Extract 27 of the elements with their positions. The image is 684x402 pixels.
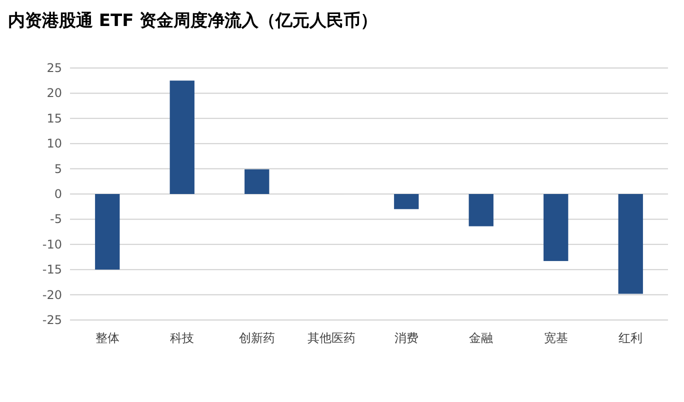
- y-tick-label: -10: [42, 237, 62, 252]
- x-tick-label: 金融: [469, 331, 494, 345]
- x-tick-label: 科技: [170, 331, 194, 345]
- bar: [170, 80, 194, 194]
- x-tick-label: 消费: [394, 331, 418, 345]
- y-tick-label: 20: [46, 86, 62, 100]
- x-tick-label: 其他医药: [308, 331, 356, 345]
- y-tick-label: 15: [46, 111, 62, 126]
- y-tick-label: -15: [42, 262, 62, 277]
- y-tick-label: 5: [54, 162, 62, 176]
- bar: [244, 169, 270, 194]
- x-tick-label: 红利: [618, 331, 643, 345]
- y-tick-label: 10: [46, 136, 62, 151]
- bar: [394, 194, 419, 210]
- x-tick-label: 整体: [95, 331, 120, 345]
- bar: [544, 194, 568, 262]
- y-tick-label: 25: [46, 61, 62, 75]
- y-tick-label: 0: [54, 187, 62, 201]
- bar: [95, 194, 120, 270]
- bar: [618, 194, 643, 294]
- bar: [468, 194, 494, 226]
- x-tick-label: 宽基: [544, 331, 568, 345]
- y-tick-label: -25: [42, 313, 62, 327]
- x-tick-label: 创新药: [238, 331, 275, 345]
- y-tick-label: -5: [50, 212, 62, 226]
- y-tick-label: -20: [42, 288, 62, 302]
- chart-title: 内资港股通 ETF 资金周度净流入（亿元人民币）: [8, 11, 378, 31]
